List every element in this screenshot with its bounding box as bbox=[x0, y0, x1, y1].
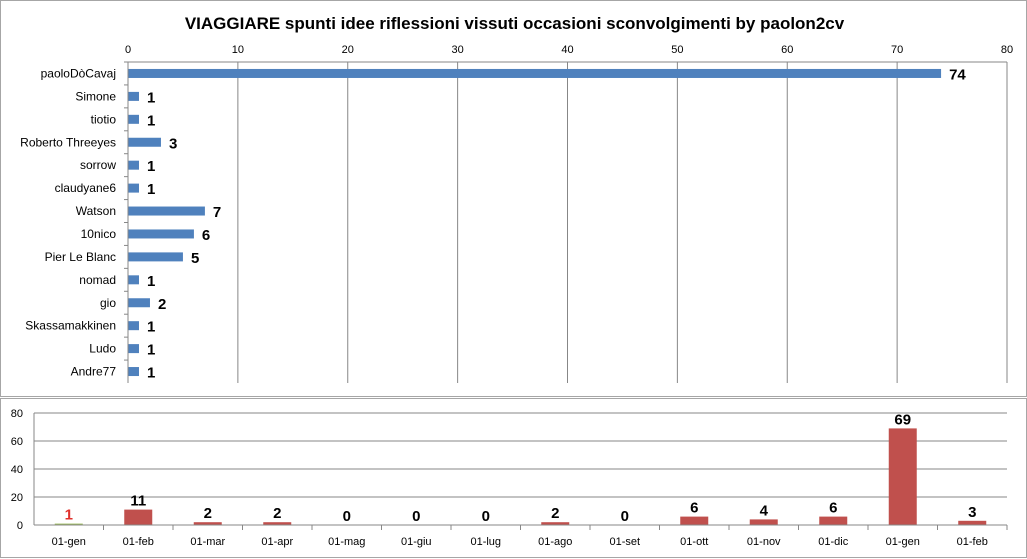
category-label: Andre77 bbox=[71, 365, 117, 379]
data-label: 2 bbox=[204, 505, 212, 522]
data-label: 0 bbox=[621, 508, 629, 525]
category-label: paoloDòCavaj bbox=[41, 66, 116, 80]
data-label: 1 bbox=[147, 112, 155, 129]
data-label: 2 bbox=[158, 296, 166, 313]
category-label: 01-mag bbox=[328, 536, 365, 548]
data-label: 4 bbox=[760, 502, 769, 519]
bar bbox=[958, 520, 987, 525]
data-label: 1 bbox=[147, 181, 155, 198]
category-label: nomad bbox=[79, 273, 116, 287]
category-label: 01-mar bbox=[190, 536, 225, 548]
monthly-bar-chart: 020406080101-gen1101-feb201-mar201-apr00… bbox=[11, 408, 1008, 548]
data-label: 1 bbox=[147, 342, 155, 359]
top-chart-panel: VIAGGIARE spunti idee riflessioni vissut… bbox=[0, 0, 1027, 397]
bar bbox=[128, 367, 139, 377]
x-tick-label: 0 bbox=[125, 44, 131, 56]
category-label: Watson bbox=[76, 204, 116, 218]
data-label: 3 bbox=[169, 135, 177, 152]
bar bbox=[541, 522, 570, 525]
category-label: 01-ago bbox=[538, 536, 572, 548]
y-tick-label: 60 bbox=[11, 436, 23, 448]
x-tick-label: 20 bbox=[342, 44, 354, 56]
data-label: 1 bbox=[147, 273, 155, 290]
data-label: 3 bbox=[968, 504, 976, 521]
x-tick-label: 80 bbox=[1001, 44, 1013, 56]
bar bbox=[128, 206, 205, 216]
bar bbox=[124, 509, 153, 525]
data-label: 1 bbox=[65, 507, 73, 524]
category-label: 10nico bbox=[81, 227, 117, 241]
bar bbox=[128, 68, 942, 78]
data-label: 5 bbox=[191, 250, 199, 267]
category-label: tiotio bbox=[91, 112, 117, 126]
data-label: 1 bbox=[147, 319, 155, 336]
x-tick-label: 70 bbox=[891, 44, 903, 56]
data-label: 1 bbox=[147, 158, 155, 175]
bar bbox=[128, 344, 139, 354]
data-label: 1 bbox=[147, 365, 155, 382]
category-label: 01-lug bbox=[470, 536, 501, 548]
category-label: 01-dic bbox=[818, 536, 848, 548]
data-label: 0 bbox=[343, 508, 351, 525]
bar bbox=[749, 519, 778, 525]
category-label: 01-set bbox=[609, 536, 640, 548]
x-tick-label: 60 bbox=[781, 44, 793, 56]
x-tick-label: 40 bbox=[561, 44, 573, 56]
bar bbox=[54, 523, 83, 525]
x-tick-label: 30 bbox=[452, 44, 464, 56]
category-label: 01-apr bbox=[261, 536, 293, 548]
bar bbox=[128, 298, 150, 308]
category-label: 01-gen bbox=[886, 536, 920, 548]
chart-title: VIAGGIARE spunti idee riflessioni vissut… bbox=[184, 14, 845, 33]
data-label: 0 bbox=[412, 508, 420, 525]
category-label: Skassamakkinen bbox=[25, 319, 116, 333]
bar bbox=[128, 160, 139, 170]
data-label: 2 bbox=[273, 505, 281, 522]
bar bbox=[128, 137, 161, 147]
data-label: 11 bbox=[130, 493, 146, 510]
y-tick-label: 0 bbox=[17, 520, 23, 532]
category-label: sorrow bbox=[80, 158, 116, 172]
category-label: 01-ott bbox=[680, 536, 708, 548]
bar bbox=[128, 114, 139, 124]
bar bbox=[128, 183, 139, 193]
category-label: Simone bbox=[75, 89, 116, 103]
data-label: 7 bbox=[213, 204, 221, 221]
data-label: 6 bbox=[202, 227, 210, 244]
category-label: 01-feb bbox=[123, 536, 154, 548]
bar bbox=[128, 91, 139, 101]
x-tick-label: 50 bbox=[671, 44, 683, 56]
category-label: 01-gen bbox=[52, 536, 86, 548]
category-label: Pier Le Blanc bbox=[45, 250, 116, 264]
data-label: 6 bbox=[829, 500, 837, 517]
y-tick-label: 20 bbox=[11, 492, 23, 504]
y-tick-label: 80 bbox=[11, 408, 23, 420]
y-tick-label: 40 bbox=[11, 464, 23, 476]
bar bbox=[128, 321, 139, 331]
category-label: claudyane6 bbox=[55, 181, 117, 195]
data-label: 6 bbox=[690, 500, 698, 517]
category-label: 01-giu bbox=[401, 536, 432, 548]
bar bbox=[128, 275, 139, 285]
data-label: 1 bbox=[147, 89, 155, 106]
data-label: 69 bbox=[894, 411, 911, 428]
category-label: 01-nov bbox=[747, 536, 781, 548]
data-label: 2 bbox=[551, 505, 559, 522]
bar bbox=[888, 428, 917, 525]
category-label: gio bbox=[100, 296, 116, 310]
data-label: 74 bbox=[949, 66, 966, 83]
bar bbox=[193, 522, 222, 525]
category-label: Ludo bbox=[89, 342, 116, 356]
data-label: 0 bbox=[482, 508, 490, 525]
bottom-chart-panel: 0 20 40 60 80 1 01-gen 11 01-feb 2 01-mar 2 01-apr 0 0… bbox=[0, 398, 1027, 558]
bar bbox=[128, 252, 183, 262]
bar bbox=[128, 229, 194, 239]
bar bbox=[680, 516, 709, 525]
category-label: Roberto Threeyes bbox=[20, 135, 116, 149]
x-tick-label: 10 bbox=[232, 44, 244, 56]
bar bbox=[819, 516, 848, 525]
horizontal-bar-chart: 0 10 20 30 40 50 60 70 80 paoloDòCavaj 74 Simone 1 ti… bbox=[20, 44, 1013, 383]
category-label: 01-feb bbox=[957, 536, 988, 548]
bar bbox=[263, 522, 292, 525]
